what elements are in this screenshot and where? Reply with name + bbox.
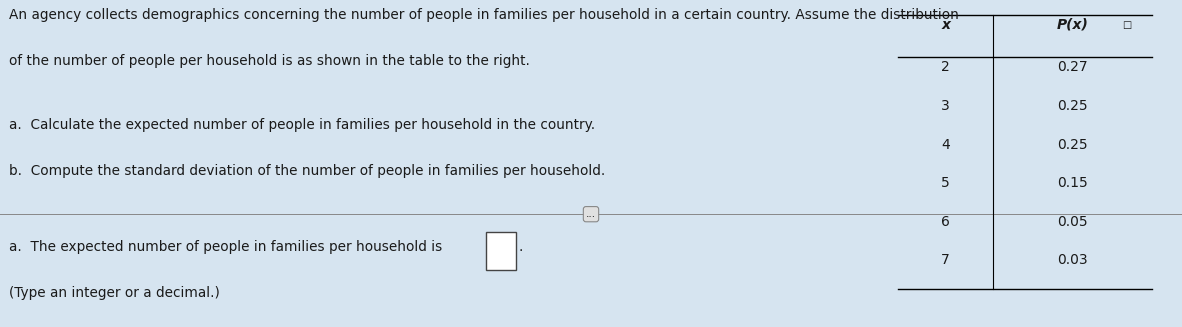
Text: 0.15: 0.15 bbox=[1057, 176, 1089, 190]
Text: 4: 4 bbox=[941, 138, 950, 152]
Text: b.  Compute the standard deviation of the number of people in families per house: b. Compute the standard deviation of the… bbox=[9, 164, 605, 178]
Text: 6: 6 bbox=[941, 215, 950, 229]
FancyBboxPatch shape bbox=[487, 232, 515, 270]
Text: x: x bbox=[941, 18, 950, 32]
Text: 2: 2 bbox=[941, 60, 950, 75]
Text: 3: 3 bbox=[941, 99, 950, 113]
Text: 5: 5 bbox=[941, 176, 950, 190]
Text: An agency collects demographics concerning the number of people in families per : An agency collects demographics concerni… bbox=[9, 8, 960, 22]
Text: of the number of people per household is as shown in the table to the right.: of the number of people per household is… bbox=[9, 54, 531, 68]
Text: □: □ bbox=[1123, 20, 1131, 30]
Text: P(x): P(x) bbox=[1057, 18, 1089, 32]
Text: a.  Calculate the expected number of people in families per household in the cou: a. Calculate the expected number of peop… bbox=[9, 118, 596, 132]
Text: 0.27: 0.27 bbox=[1058, 60, 1087, 75]
Text: 7: 7 bbox=[941, 253, 950, 267]
Text: 0.03: 0.03 bbox=[1058, 253, 1087, 267]
Text: 0.25: 0.25 bbox=[1058, 138, 1087, 152]
Text: .: . bbox=[518, 240, 522, 254]
Text: (Type an integer or a decimal.): (Type an integer or a decimal.) bbox=[9, 286, 220, 300]
Text: 0.05: 0.05 bbox=[1058, 215, 1087, 229]
Text: 0.25: 0.25 bbox=[1058, 99, 1087, 113]
Text: a.  The expected number of people in families per household is: a. The expected number of people in fami… bbox=[9, 240, 443, 254]
Text: ...: ... bbox=[586, 209, 596, 219]
